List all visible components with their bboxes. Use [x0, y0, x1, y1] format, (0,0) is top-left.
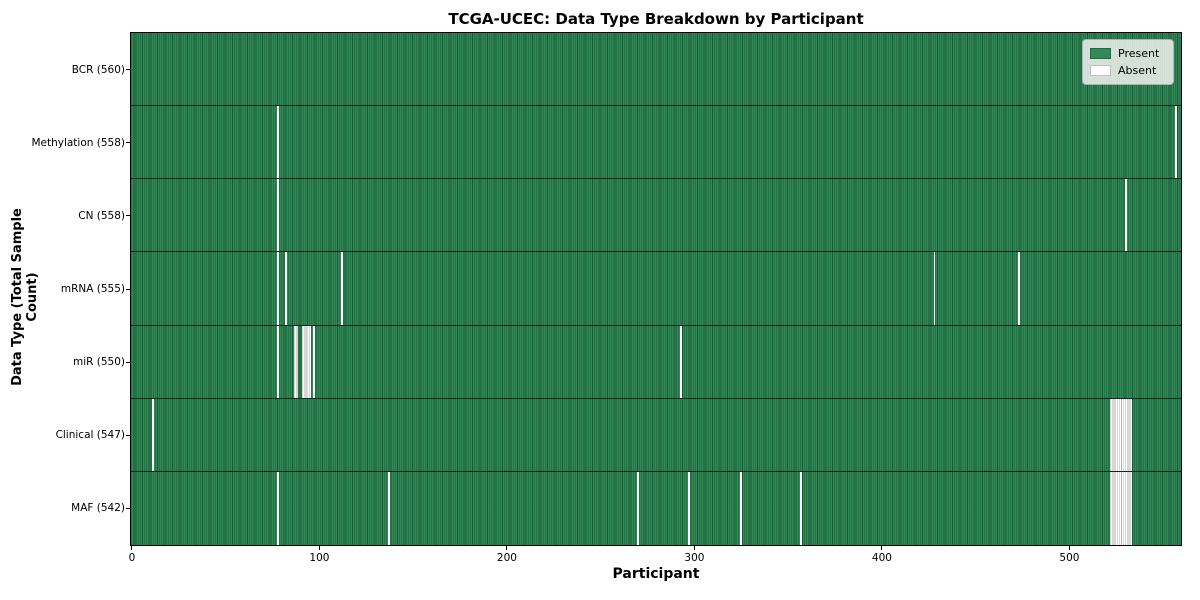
y-tick-mark — [126, 434, 130, 436]
absent-stripe — [1175, 106, 1178, 179]
y-tick-label: MAF (542) — [71, 502, 125, 515]
heatmap-row-methylation — [131, 106, 1181, 180]
x-tick-label: 100 — [309, 552, 330, 564]
x-tick-label: 500 — [1059, 552, 1080, 564]
absent-stripe — [740, 471, 743, 545]
absent-stripe — [284, 252, 287, 325]
legend-item-absent: Absent — [1090, 62, 1166, 79]
y-tick-label: Clinical (547) — [55, 429, 125, 442]
legend-label-present: Present — [1118, 47, 1160, 60]
x-tick-mark — [506, 546, 508, 550]
present-swatch-icon — [1090, 48, 1111, 59]
heatmap-row-maf — [131, 471, 1181, 545]
absent-stripe — [1109, 471, 1133, 545]
y-tick-mark — [126, 361, 130, 363]
chart-title: TCGA-UCEC: Data Type Breakdown by Partic… — [448, 10, 864, 28]
absent-stripe — [387, 471, 390, 545]
absent-stripe — [294, 325, 298, 398]
x-tick-mark — [881, 546, 883, 550]
heatmap-row-clinical — [131, 398, 1181, 472]
absent-stripe — [277, 106, 280, 179]
x-tick-label: 0 — [128, 552, 136, 564]
absent-stripe — [277, 252, 280, 325]
legend: Present Absent — [1082, 39, 1174, 85]
absent-stripe — [277, 325, 280, 398]
absent-stripe — [1124, 179, 1127, 252]
absent-stripe — [1017, 252, 1020, 325]
y-tick-mark — [126, 142, 130, 144]
absent-stripe — [301, 325, 311, 398]
x-tick-label: 200 — [496, 552, 517, 564]
y-tick-mark — [126, 288, 130, 290]
absent-stripe — [151, 398, 154, 471]
absent-stripe — [933, 252, 936, 325]
absent-stripe — [277, 471, 280, 545]
heatmap-row-mrna — [131, 252, 1181, 326]
absent-stripe — [1109, 398, 1133, 471]
y-tick-label: Methylation (558) — [31, 136, 125, 149]
y-tick-mark — [126, 507, 130, 509]
absent-stripe — [800, 471, 803, 545]
legend-item-present: Present — [1090, 45, 1166, 62]
x-tick-mark — [318, 546, 320, 550]
y-tick-mark — [126, 69, 130, 71]
legend-label-absent: Absent — [1118, 64, 1157, 77]
y-tick-label: miR (550) — [72, 356, 125, 369]
x-axis-label: Participant — [612, 566, 700, 582]
absent-stripe — [680, 325, 683, 398]
y-tick-label: BCR (560) — [71, 63, 125, 76]
absent-stripe — [312, 325, 315, 398]
x-tick-label: 300 — [684, 552, 705, 564]
heatmap-row-bcr — [131, 33, 1181, 107]
heatmap-row-mir — [131, 325, 1181, 399]
absent-stripe — [341, 252, 343, 325]
heatmap-row-cn — [131, 179, 1181, 253]
absent-swatch-icon — [1090, 65, 1111, 76]
absent-stripe — [637, 471, 640, 545]
heatmap-plot-area — [130, 32, 1182, 546]
y-tick-label: CN (558) — [78, 209, 125, 222]
absent-stripe — [687, 471, 690, 545]
x-tick-label: 400 — [871, 552, 892, 564]
y-tick-label: mRNA (555) — [60, 283, 125, 295]
y-tick-mark — [126, 215, 130, 217]
absent-stripe — [277, 179, 280, 252]
x-tick-mark — [1068, 546, 1070, 550]
x-tick-mark — [131, 546, 133, 550]
x-tick-mark — [693, 546, 695, 550]
